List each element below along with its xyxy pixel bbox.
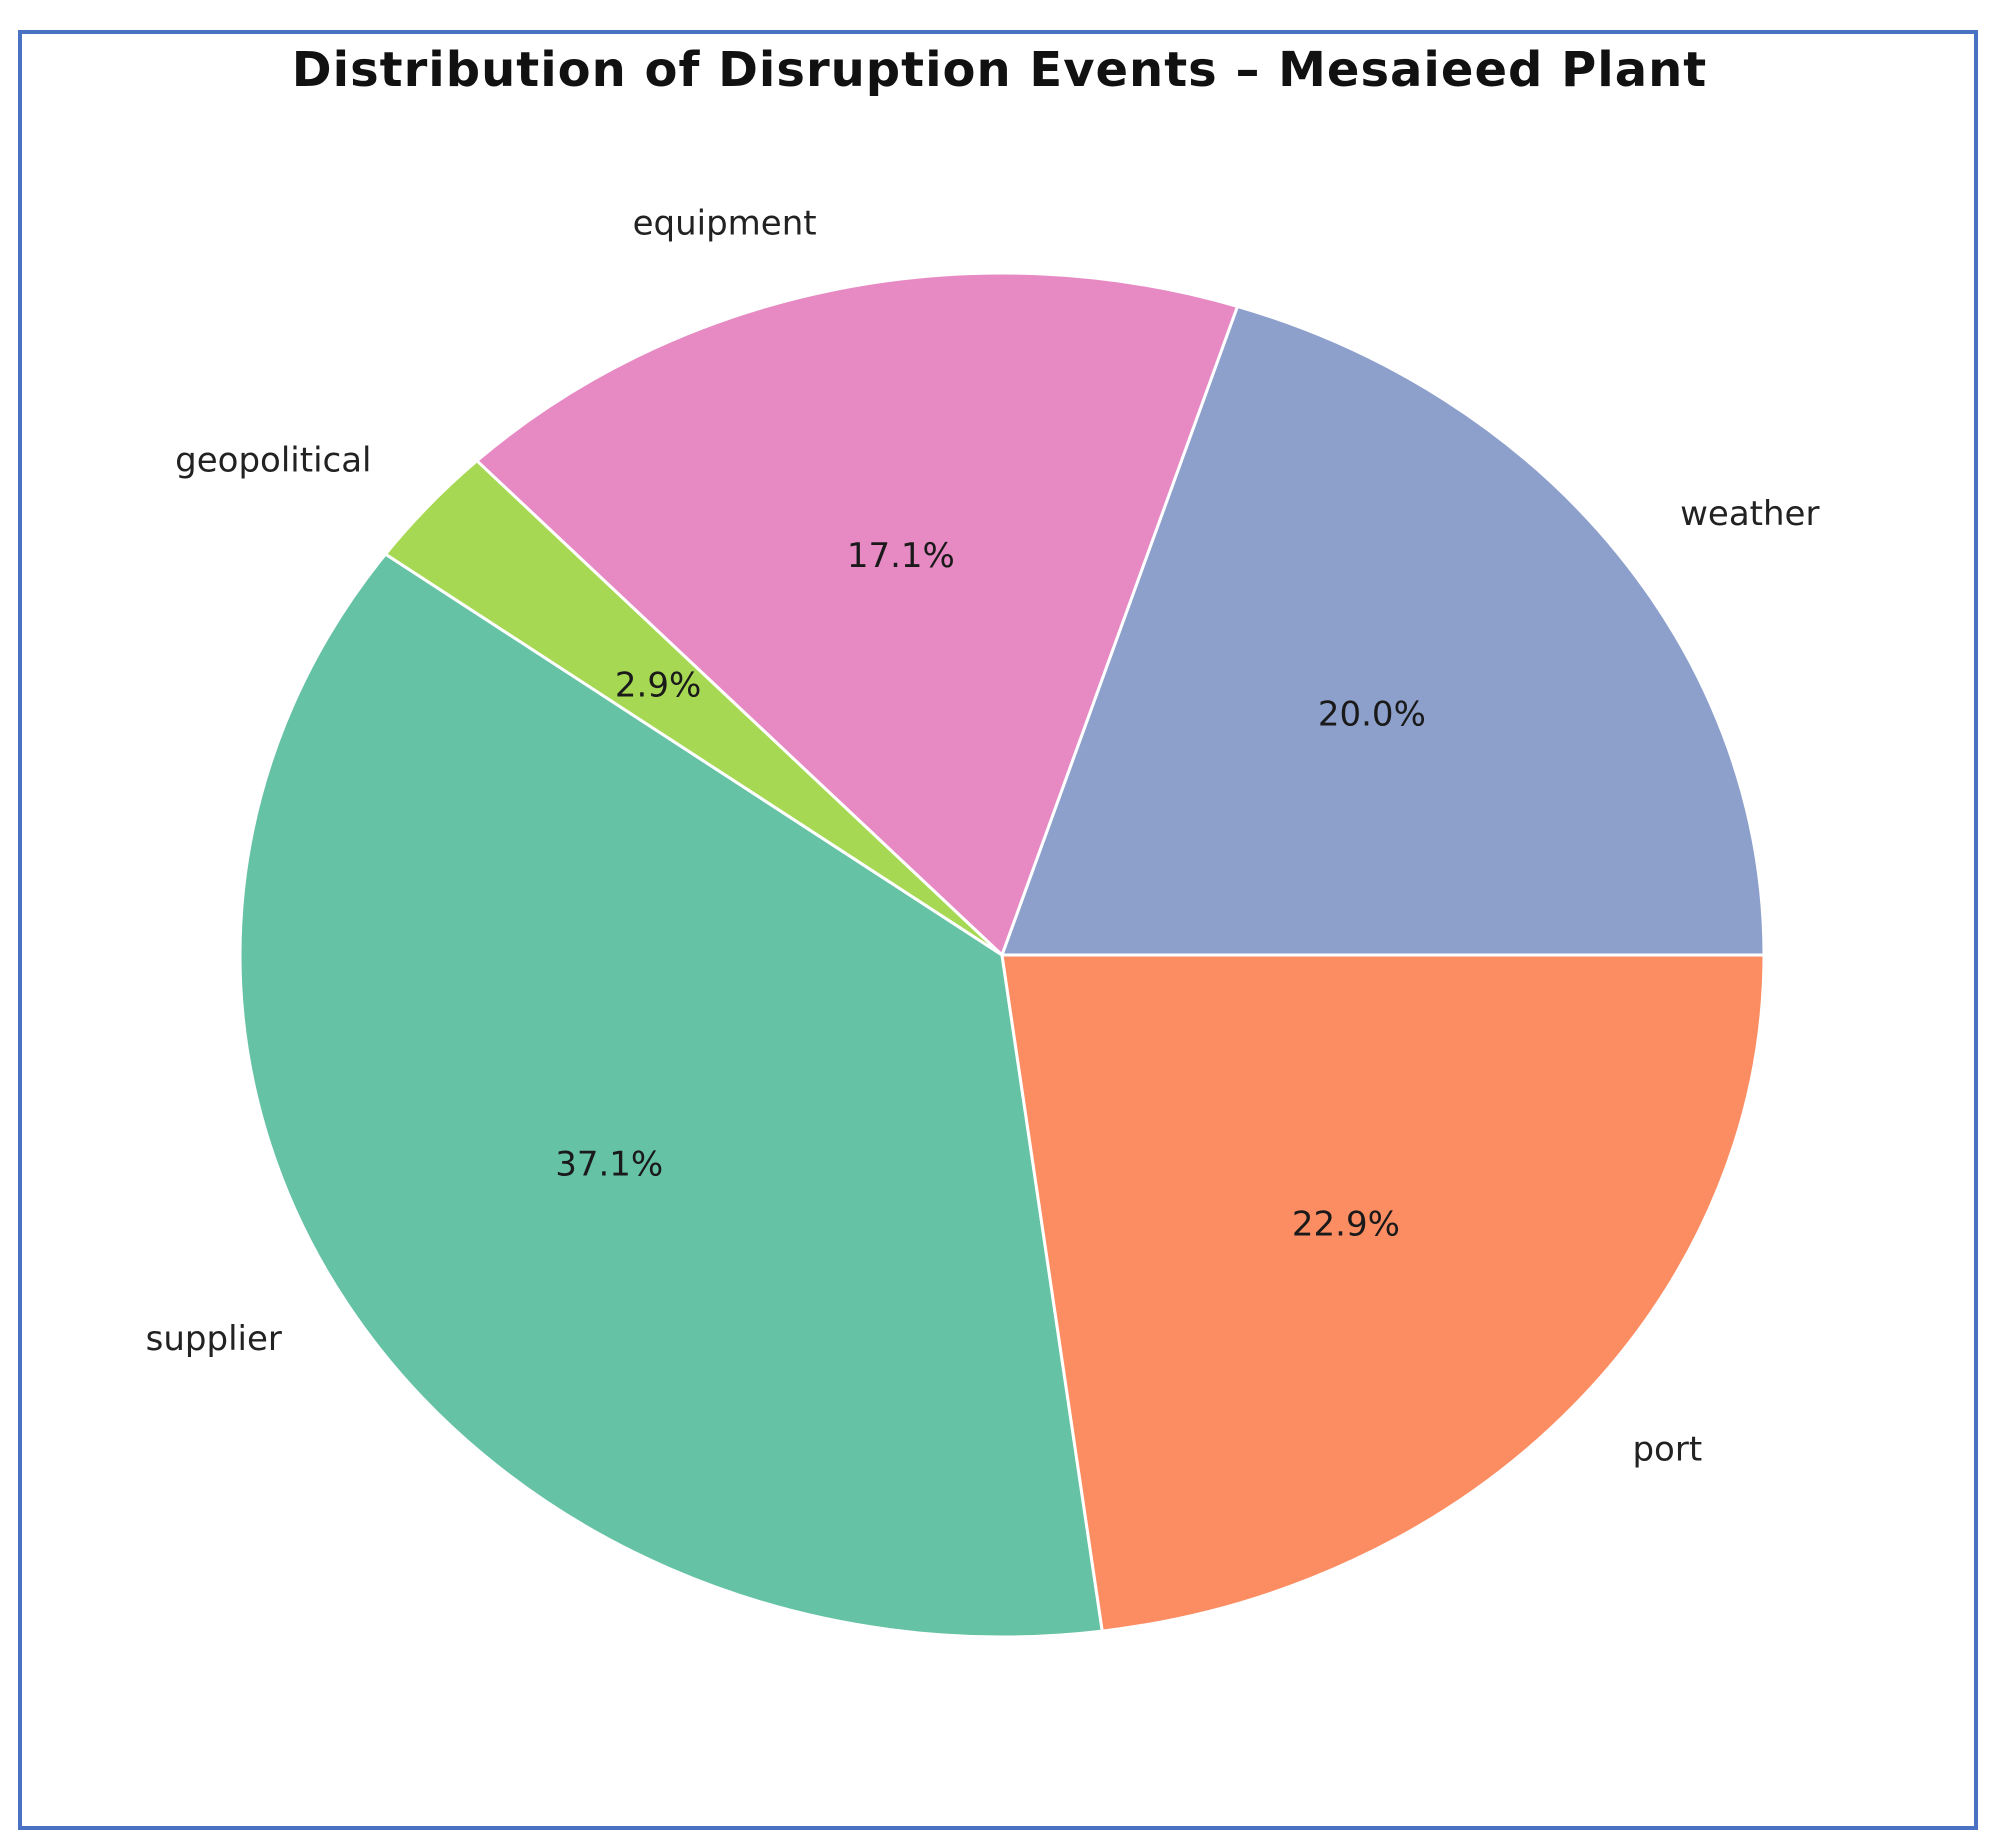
percent-labels: 37.1% 22.9% 20.0% 17.1% 2.9% xyxy=(555,536,1426,1245)
category-label-supplier: supplier xyxy=(146,1319,282,1359)
category-labels: supplier port weather equipment geopolitical xyxy=(146,203,1820,1469)
pie-slice-port xyxy=(1000,953,1766,1633)
category-label-geopolitical: geopolitical xyxy=(175,441,371,481)
chart-title: Distribution of Disruption Events – Mesa… xyxy=(291,42,1708,98)
percent-label-supplier: 37.1% xyxy=(555,1144,663,1184)
pie-slice-weather xyxy=(1000,304,1766,957)
percent-label-geopolitical: 2.9% xyxy=(615,665,701,705)
pie-slice-supplier xyxy=(238,552,1104,1639)
percent-label-equipment: 17.1% xyxy=(847,536,955,576)
percent-label-weather: 20.0% xyxy=(1318,694,1426,734)
category-label-port: port xyxy=(1632,1429,1702,1469)
category-label-equipment: equipment xyxy=(633,203,817,243)
pie-slices xyxy=(238,271,1766,1639)
percent-label-port: 22.9% xyxy=(1292,1205,1400,1245)
pie-slice-geopolitical xyxy=(384,459,1004,957)
pie-slice-equipment xyxy=(475,271,1239,957)
category-label-weather: weather xyxy=(1680,494,1819,534)
